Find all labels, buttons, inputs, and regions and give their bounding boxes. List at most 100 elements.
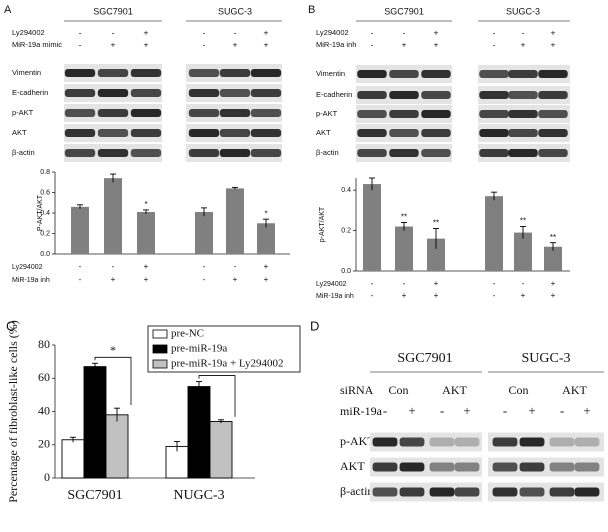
bar [485, 196, 503, 271]
blot-band [372, 487, 398, 497]
bar [61, 439, 85, 479]
blot-band [538, 91, 568, 99]
blot-band [549, 487, 575, 497]
condition-sign: + [233, 39, 238, 49]
blot-band [357, 70, 387, 78]
blot-row-label: AKT [340, 459, 365, 473]
blot-band [492, 462, 518, 472]
y-tick-label: 20 [38, 437, 50, 451]
y-tick-label: 40 [38, 403, 50, 417]
blot-band [429, 487, 455, 497]
blot-band [421, 149, 451, 157]
blot-band [250, 129, 282, 137]
blot-band [357, 129, 387, 137]
significance-bracket [198, 375, 236, 417]
blot-band [219, 69, 251, 77]
blot-band [508, 91, 538, 99]
blot-band [389, 129, 419, 137]
condition-sign: + [434, 39, 439, 49]
blot-strip [488, 457, 604, 477]
y-tick-label: 60 [38, 370, 50, 384]
blot-band [219, 89, 251, 97]
panel-label: A [4, 4, 12, 16]
blot-band [508, 129, 538, 137]
significance-marker: * [144, 200, 147, 209]
blot-row-label: p-AKT [12, 108, 34, 117]
condition-sign: - [234, 262, 237, 271]
blot-row-label: E-cadherin [316, 90, 352, 99]
blot-row-label: E-cadherin [12, 88, 48, 97]
condition-sign: + [583, 403, 590, 418]
condition-sign: - [371, 279, 374, 288]
x-tick-label: SGC7901 [67, 488, 122, 503]
blot-band [508, 110, 538, 118]
blot-band [219, 129, 251, 137]
blot-row-label: Vimentin [12, 68, 41, 77]
y-tick-label: 0.4 [341, 187, 351, 194]
condition-label-group: AKT [442, 383, 467, 397]
condition-sign: + [434, 291, 439, 300]
blot-band [130, 129, 162, 137]
bar [544, 246, 562, 271]
bar [137, 211, 155, 254]
legend-swatch [152, 344, 168, 354]
blot-strip [488, 432, 604, 452]
blot-band [399, 487, 425, 497]
condition-sign: + [402, 39, 407, 49]
blot-band [188, 69, 220, 77]
condition-sign: - [112, 27, 115, 37]
bar [226, 188, 244, 254]
condition-sign: + [551, 27, 556, 37]
blot-band [492, 437, 518, 447]
condition-label: Ly294002 [12, 264, 43, 271]
bar [187, 386, 211, 479]
y-axis-label: P-AKT/AKT [37, 194, 44, 231]
blot-row-label: p-AKT [340, 434, 375, 448]
blot-band [219, 109, 251, 117]
bar [514, 232, 532, 271]
blot-band [372, 437, 398, 447]
blot-band [479, 129, 509, 137]
panel-label: B [308, 4, 315, 16]
blot-band [250, 149, 282, 157]
condition-sign: - [203, 27, 206, 37]
blot-band [519, 487, 545, 497]
condition-sign: - [112, 262, 115, 271]
condition-sign: + [144, 39, 149, 49]
blot-row-label: Vimentin [316, 69, 345, 78]
bar [105, 414, 129, 479]
y-tick-label: 0.2 [40, 230, 50, 237]
bar [363, 184, 381, 271]
blot-band [188, 149, 220, 157]
condition-sign: - [371, 291, 374, 300]
blot-band [97, 149, 129, 157]
legend-box [147, 325, 301, 373]
blot-row-label: AKT [12, 128, 27, 137]
blot-band [64, 69, 96, 77]
blot-band [64, 149, 96, 157]
condition-label: miR-19a [340, 404, 383, 418]
condition-label: Ly294002 [12, 28, 45, 37]
condition-sign: - [522, 279, 525, 288]
condition-sign: - [493, 39, 496, 49]
blot-band [421, 110, 451, 118]
condition-sign: + [144, 262, 149, 271]
condition-sign: + [463, 403, 470, 418]
blot-band [64, 129, 96, 137]
legend-label: pre-miR-19a + Ly294002 [171, 358, 284, 370]
blot-band [399, 462, 425, 472]
bar [71, 206, 89, 254]
blot-band [421, 91, 451, 99]
y-tick-label: 0.6 [40, 189, 50, 196]
condition-sign: - [493, 279, 496, 288]
blot-band [454, 487, 480, 497]
y-tick-label: 0.8 [40, 169, 50, 176]
bar [209, 421, 233, 479]
blot-band [357, 91, 387, 99]
blot-band [508, 70, 538, 78]
condition-sign: - [383, 403, 387, 418]
legend-label: pre-NC [171, 328, 204, 340]
blot-band [130, 109, 162, 117]
condition-label: MiR-19a inh [316, 40, 356, 49]
condition-label: MiR-19a mimic [12, 40, 62, 49]
